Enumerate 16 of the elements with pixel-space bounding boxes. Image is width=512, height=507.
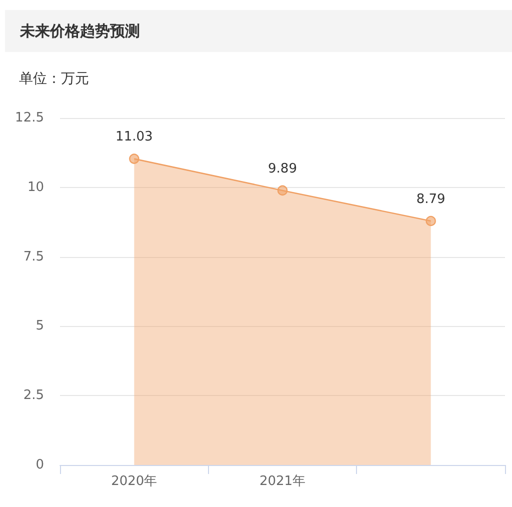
x-tick-label: 2020年 [111,474,158,489]
chart-title: 未来价格趋势预测 [20,22,140,41]
point [129,154,140,164]
y-tick-label: 12.5 [15,110,44,126]
y-tick-label: 2.5 [23,388,44,404]
data-label: 11.03 [116,130,153,145]
x-tick-label: 2021年 [259,474,306,489]
chart-subtitle: 单位：万元 [19,70,89,88]
data-label: 8.79 [416,192,446,207]
y-tick-label: 0 [36,458,44,472]
y-tick-label: 10 [27,180,44,195]
y-tick-label: 5 [36,318,44,334]
data-label: 9.89 [268,161,297,176]
point [426,216,436,226]
point [277,185,288,196]
y-tick-label: 7.5 [23,249,44,264]
